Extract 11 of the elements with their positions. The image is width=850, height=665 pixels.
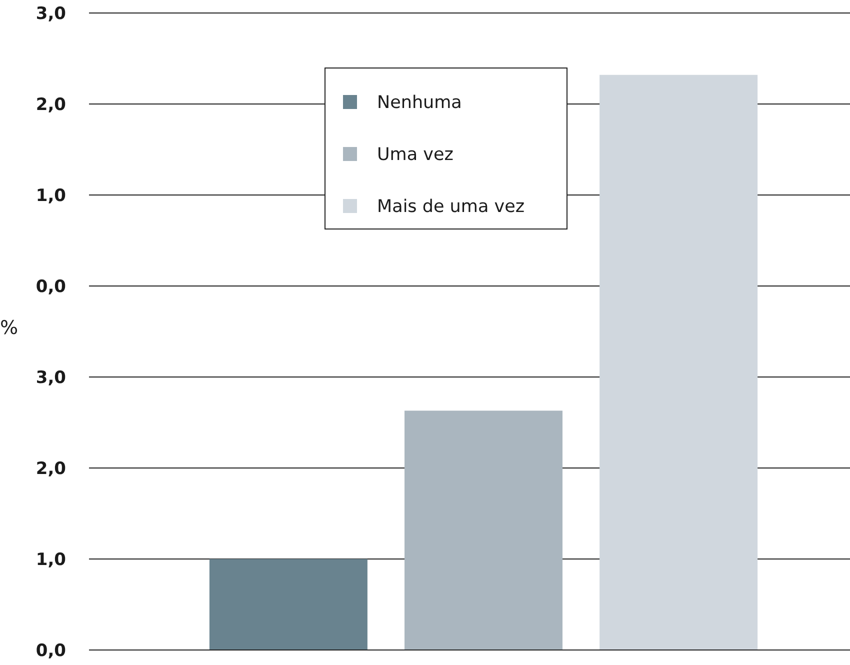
y2-axis-title: % (0, 317, 18, 340)
y-tick-label: 2,0 (36, 458, 66, 479)
bar (209, 559, 368, 650)
y-tick-label: 3,0 (36, 368, 66, 388)
bar (600, 74, 758, 650)
y-tick-label: 0,0 (36, 640, 66, 661)
legend-label: Nenhuma (377, 93, 462, 114)
bar (404, 410, 562, 650)
legend-label: Mais de uma vez (377, 197, 525, 218)
y-tick-label: 1,0 (36, 550, 66, 570)
legend-label: Uma vez (377, 145, 454, 166)
